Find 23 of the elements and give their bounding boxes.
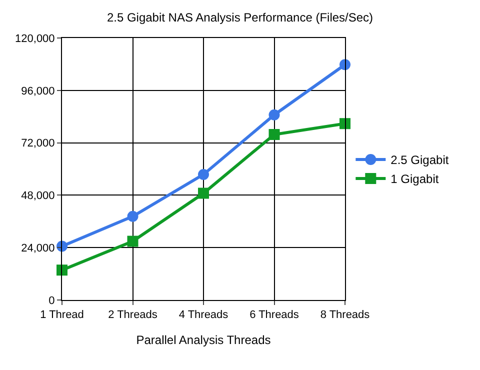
legend-label: 1 Gigabit xyxy=(390,172,440,186)
point xyxy=(198,188,209,199)
chart-title: 2.5 Gigabit NAS Analysis Performance (Files/Sec) xyxy=(106,10,374,24)
x-axis-title: Parallel Analysis Threads xyxy=(136,333,271,348)
y-tick-label: 24,000 xyxy=(21,242,55,254)
point xyxy=(340,118,350,130)
x-tick-label: 2 Threads xyxy=(108,309,158,322)
point xyxy=(198,168,209,180)
y-tick-label: 120,000 xyxy=(15,32,55,45)
y-tick-label: 96,000 xyxy=(21,85,55,98)
point xyxy=(268,129,280,140)
x-tick-label: 4 Threads xyxy=(178,309,229,322)
x-tick-label: 8 Threads xyxy=(320,309,370,322)
point xyxy=(127,236,138,247)
x-tick-label: 6 Threads xyxy=(250,309,300,322)
point xyxy=(127,210,138,222)
point xyxy=(268,109,280,120)
point xyxy=(56,264,68,276)
legend-label: 2.5 Gigabit xyxy=(390,153,450,168)
x-tick-label: 1 Thread xyxy=(40,309,84,322)
y-tick-label: 0 xyxy=(48,294,55,307)
y-tick-label: 48,000 xyxy=(21,190,55,202)
y-tick-label: 72,000 xyxy=(21,138,55,150)
